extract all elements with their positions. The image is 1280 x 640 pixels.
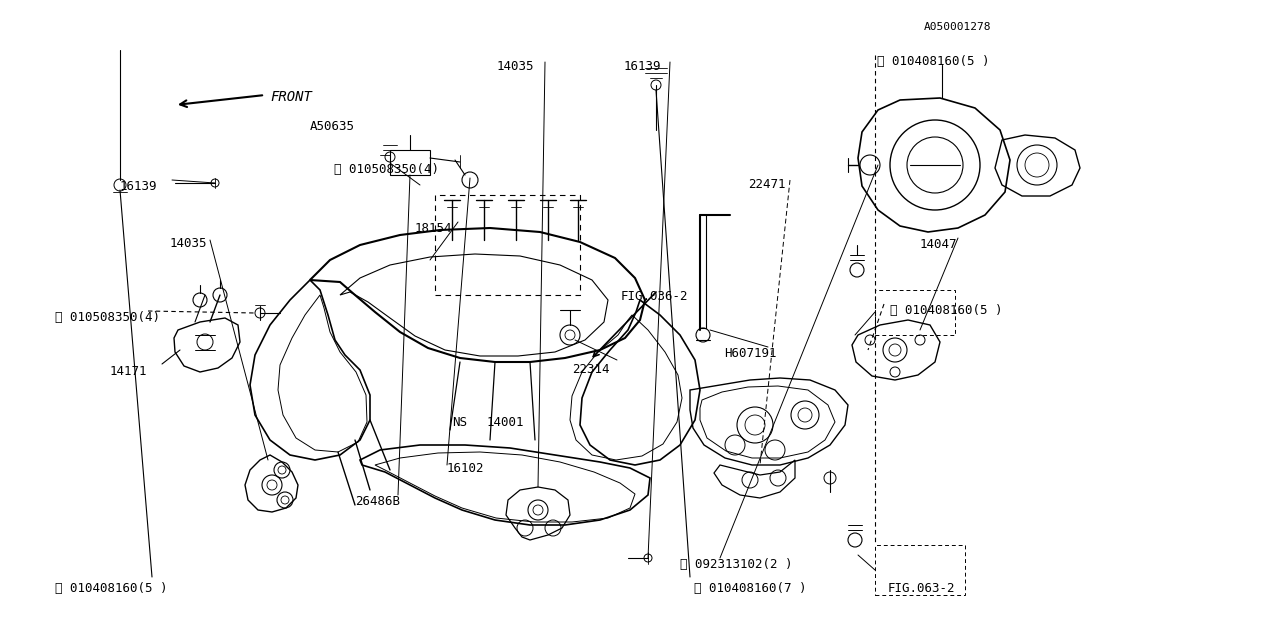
Text: Ⓑ 010508350(4): Ⓑ 010508350(4) — [55, 311, 160, 324]
Text: Ⓢ 092313102(2 ): Ⓢ 092313102(2 ) — [680, 558, 792, 571]
Text: FIG.063-2: FIG.063-2 — [888, 582, 955, 595]
Text: 26486B: 26486B — [355, 495, 399, 508]
Text: A50635: A50635 — [310, 120, 355, 133]
Text: FIG.036-2: FIG.036-2 — [621, 290, 689, 303]
Text: 16139: 16139 — [120, 180, 157, 193]
Text: 22471: 22471 — [748, 178, 786, 191]
Text: 14001: 14001 — [486, 416, 525, 429]
Text: 14035: 14035 — [497, 60, 535, 73]
Text: 22314: 22314 — [572, 363, 609, 376]
Bar — [390, 150, 430, 175]
Text: H607191: H607191 — [724, 347, 777, 360]
Text: Ⓑ 010408160(7 ): Ⓑ 010408160(7 ) — [694, 582, 806, 595]
Bar — [876, 290, 955, 335]
Text: Ⓑ 010408160(5 ): Ⓑ 010408160(5 ) — [890, 304, 1002, 317]
Text: FRONT: FRONT — [270, 90, 312, 104]
Text: 14047: 14047 — [920, 238, 957, 251]
Bar — [876, 545, 965, 595]
Text: Ⓑ 010408160(5 ): Ⓑ 010408160(5 ) — [55, 582, 168, 595]
Bar — [435, 195, 580, 295]
Text: 18154: 18154 — [415, 222, 453, 235]
Text: Ⓑ 010408160(5 ): Ⓑ 010408160(5 ) — [877, 55, 989, 68]
Text: Ⓑ 010508350(4): Ⓑ 010508350(4) — [334, 163, 439, 176]
Text: 16102: 16102 — [447, 462, 485, 475]
Text: NS: NS — [452, 416, 467, 429]
Text: 14035: 14035 — [170, 237, 207, 250]
Text: 14171: 14171 — [110, 365, 147, 378]
Text: 16139: 16139 — [625, 60, 662, 73]
Text: A050001278: A050001278 — [924, 22, 992, 32]
